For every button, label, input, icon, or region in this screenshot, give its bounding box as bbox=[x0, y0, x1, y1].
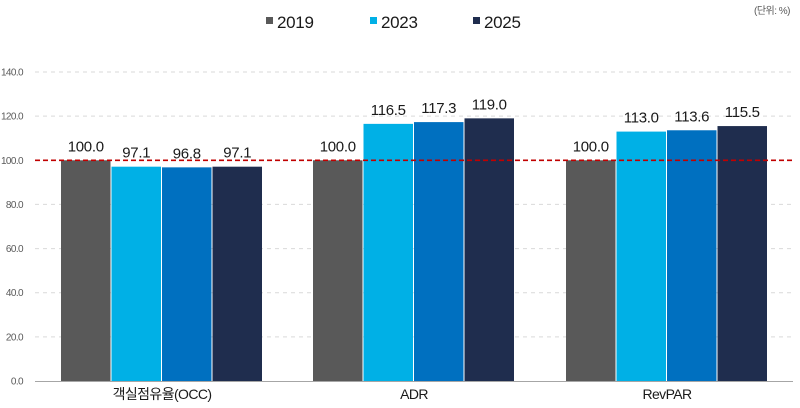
y-tick-label: 80.0 bbox=[6, 200, 24, 211]
y-axis: 0.0 20.0 40.0 60.0 80.0 100.0 120.0 140.0 bbox=[1, 68, 25, 388]
unit-note: (단위: %) bbox=[754, 4, 790, 17]
legend-swatch bbox=[370, 17, 377, 24]
data-label: 96.8 bbox=[173, 145, 201, 162]
data-labels: 100.0 97.1 96.8 97.1 100.0 116.5 117.3 119.0 100… bbox=[68, 96, 760, 162]
bar-2025-1 bbox=[464, 118, 514, 381]
bar-2023-1 bbox=[363, 123, 413, 381]
x-category-label: 객실점유율(OCC) bbox=[113, 386, 212, 402]
y-tick-label: 140.0 bbox=[1, 68, 24, 79]
bar-series-3-0 bbox=[162, 167, 212, 381]
data-label: 119.0 bbox=[472, 96, 507, 113]
bar-2019-0 bbox=[61, 160, 111, 381]
legend-label: 2019 bbox=[277, 13, 314, 32]
y-tick-label: 60.0 bbox=[6, 244, 24, 255]
legend-swatch bbox=[266, 17, 273, 24]
x-category-label: ADR bbox=[400, 386, 428, 402]
bar-2023-2 bbox=[616, 131, 666, 381]
x-axis: 객실점유율(OCC) ADR RevPAR bbox=[35, 381, 793, 402]
bar-series-3-2 bbox=[667, 130, 717, 381]
y-tick-label: 20.0 bbox=[6, 332, 24, 343]
y-tick-label: 0.0 bbox=[11, 377, 24, 388]
y-tick-label: 40.0 bbox=[6, 288, 24, 299]
bar-2019-2 bbox=[566, 160, 616, 381]
legend: 2019 2023 2025 bbox=[266, 13, 521, 32]
data-label: 113.0 bbox=[624, 110, 659, 127]
data-label: 113.6 bbox=[674, 108, 709, 125]
bar-2019-1 bbox=[313, 160, 363, 381]
legend-label: 2025 bbox=[484, 13, 521, 32]
x-category-label: RevPAR bbox=[642, 386, 692, 402]
data-label: 97.1 bbox=[122, 145, 150, 162]
bar-2023-0 bbox=[111, 166, 161, 381]
data-label: 100.0 bbox=[573, 138, 609, 155]
data-label: 117.3 bbox=[421, 100, 456, 117]
legend-label: 2023 bbox=[381, 13, 418, 32]
bars bbox=[61, 118, 767, 381]
bar-2025-2 bbox=[717, 126, 767, 381]
bar-2025-0 bbox=[212, 166, 262, 381]
data-label: 97.1 bbox=[223, 145, 251, 162]
data-label: 115.5 bbox=[725, 104, 760, 121]
bar-series-3-1 bbox=[414, 122, 464, 381]
data-label: 100.0 bbox=[68, 138, 104, 155]
legend-swatch bbox=[473, 17, 480, 24]
data-label: 100.0 bbox=[320, 138, 356, 155]
data-label: 116.5 bbox=[371, 102, 406, 119]
y-tick-label: 100.0 bbox=[1, 156, 24, 167]
y-tick-label: 120.0 bbox=[1, 112, 24, 123]
